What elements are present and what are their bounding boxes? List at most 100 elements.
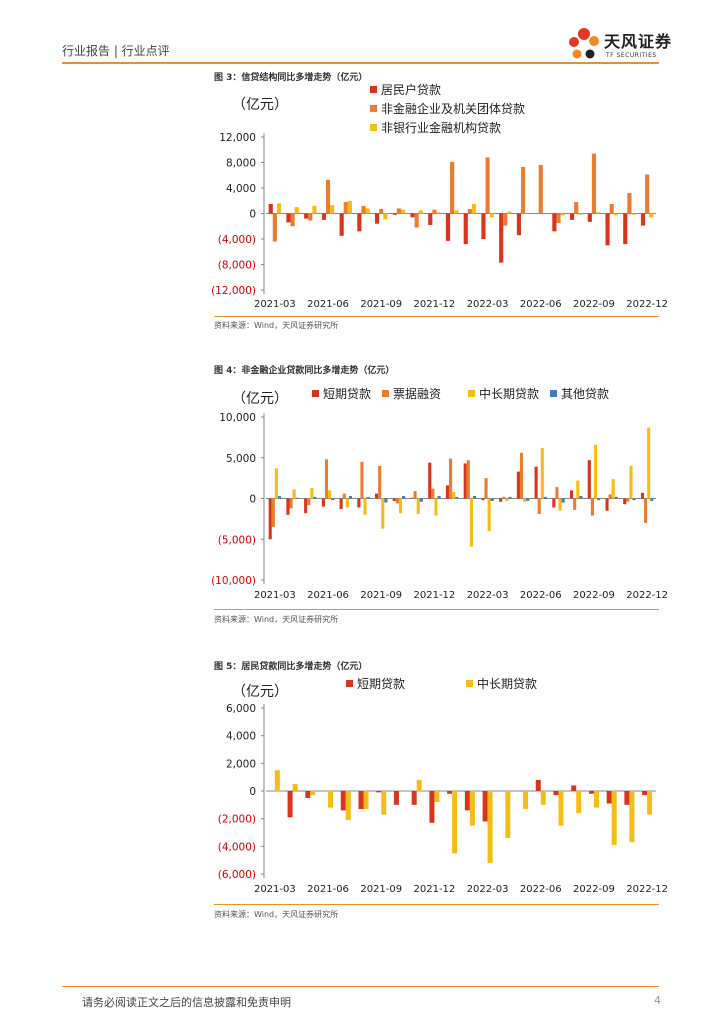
y-tick-label: (6,000) [218,869,256,881]
bar-0-2021-12 [428,462,432,499]
bar-0-2022-12 [640,213,646,226]
bar-3-2022-05 [526,498,530,501]
bar-0-2021-03 [268,203,273,214]
bar-1-2021-03 [274,770,280,791]
bar-0-2022-07 [552,213,557,232]
bar-2-2022-03 [489,213,494,218]
bar-1-2021-05 [308,213,313,221]
bar-1-2021-07 [342,493,346,499]
bar-1-2022-12 [645,174,650,214]
bar-2-2021-10 [401,209,406,214]
bar-2-2021-03 [274,468,278,499]
logo-subtext: TF SECURITIES [606,52,657,59]
bar-2-2022-06 [540,447,544,499]
bar-2-2021-11 [418,210,423,214]
flower-logo-icon [569,28,599,59]
bar-1-2022-08 [574,202,579,214]
bar-0-2021-10 [392,213,397,215]
x-tick-label: 2021-12 [414,884,456,895]
bar-2-2021-12 [436,212,441,214]
bar-1-2022-04 [502,496,506,499]
y-tick-label: 4,000 [226,731,256,743]
bar-3-2021-06 [331,498,335,501]
company-logo: 天风证券 TF SECURITIES [566,24,676,64]
bar-1-2022-05 [523,791,529,809]
bar-2-2021-09 [381,498,385,529]
y-tick-label: (10,000) [211,575,256,587]
y-tick-label: 5,000 [226,453,256,465]
bar-1-2021-06 [325,179,331,214]
bar-3-2022-07 [561,498,565,503]
x-tick-label: 2022-12 [626,884,668,895]
bar-1-2021-04 [290,213,295,227]
bar-1-2022-10 [611,791,617,845]
bar-1-2022-01 [449,458,453,499]
bar-0-2022-07 [552,498,556,508]
bar-1-2021-09 [378,465,382,499]
header-divider [62,62,659,64]
bar-0-2021-04 [286,498,290,515]
legend-swatch [346,680,353,687]
legend-swatch [370,86,377,93]
bar-1-2022-12 [647,791,653,815]
y-tick-label: 4,000 [226,183,256,195]
bar-0-2021-10 [392,498,396,501]
bar-1-2021-04 [292,784,298,791]
figure-5-source: 资料来源：Wind，天风证券研究所 [214,910,339,919]
bar-0-2021-06 [321,498,325,507]
bar-2-2022-05 [523,498,527,502]
bar-1-2022-09 [593,791,599,808]
bar-0-2021-04 [287,791,293,818]
bar-2-2021-03 [276,203,282,214]
bar-1-2021-03 [271,498,275,528]
bar-2-2021-10 [398,498,403,514]
unit-label: （亿元） [232,684,288,700]
bar-2-2021-04 [292,489,296,499]
bar-2-2021-11 [416,498,420,514]
bar-1-2022-01 [450,161,455,214]
bar-1-2022-03 [487,791,493,863]
y-tick-label: (5,000) [218,534,256,546]
bar-0-2022-12 [640,492,645,499]
figure-4-chart: （亿元） 短期贷款 票据融资 中长期贷款 其他贷款 10,000 5,000 0 (5,000)… [211,386,668,601]
bar-0-2022-08 [570,490,574,499]
bar-2-2022-08 [578,213,583,215]
bar-1-2022-10 [608,494,612,499]
bar-0-2022-07 [553,791,559,796]
bar-3-2021-07 [348,496,352,499]
figure-3-rule [214,316,659,317]
bar-3-2021-10 [402,496,406,499]
x-tick-label: 2021-06 [307,299,349,310]
bar-1-2021-04 [289,498,293,509]
x-tick-label: 2021-03 [254,299,296,310]
bar-0-2021-12 [428,213,433,225]
bar-0-2022-03 [481,498,485,501]
bar-1-2022-05 [520,166,526,214]
bar-1-2021-06 [328,791,334,808]
bar-0-2021-08 [358,791,364,809]
bar-2-2022-01 [454,210,459,214]
bar-0-2021-05 [305,791,311,798]
bar-1-2022-02 [469,791,475,826]
bar-1-2021-05 [307,498,311,506]
bar-0-2022-09 [587,213,592,222]
bar-1-2021-05 [310,791,316,796]
bar-0-2021-08 [357,498,361,508]
x-tick-label: 2022-06 [520,299,562,310]
legend-label: 非金融企业及机关团体贷款 [381,101,525,116]
bar-2-2022-11 [631,213,636,215]
legend-swatch [312,390,319,397]
figure-5-chart: （亿元） 短期贷款 中长期贷款 6,000 4,000 2,000 0 (2,000) (4,0… [218,676,668,895]
bar-0-2022-02 [463,213,468,245]
bar-0-2022-08 [570,213,575,220]
bar-1-2021-03 [272,213,277,242]
bar-1-2022-11 [627,193,632,214]
legend-swatch [550,390,557,397]
bar-3-2022-12 [650,498,654,501]
y-tick-label: (4,000) [218,841,256,853]
logo-text: 天风证券 [604,32,673,51]
x-tick-label: 2021-06 [307,884,349,895]
bar-2-2022-12 [649,213,654,218]
bar-1-2021-10 [396,208,402,214]
bar-1-2021-09 [381,791,387,815]
